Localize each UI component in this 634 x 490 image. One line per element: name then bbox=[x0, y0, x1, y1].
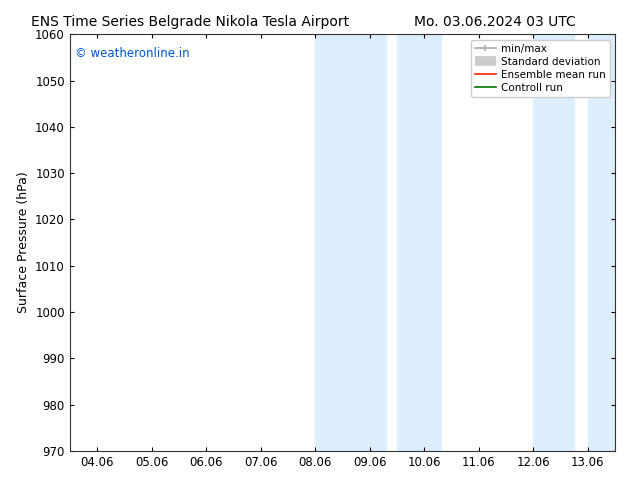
Bar bbox=[533, 34, 574, 451]
Text: © weatheronline.in: © weatheronline.in bbox=[75, 47, 190, 60]
Y-axis label: Surface Pressure (hPa): Surface Pressure (hPa) bbox=[16, 172, 30, 314]
Text: Mo. 03.06.2024 03 UTC: Mo. 03.06.2024 03 UTC bbox=[413, 15, 576, 29]
Text: ENS Time Series Belgrade Nikola Tesla Airport: ENS Time Series Belgrade Nikola Tesla Ai… bbox=[31, 15, 349, 29]
Bar bbox=[315, 34, 386, 451]
Bar bbox=[588, 34, 615, 451]
Legend: min/max, Standard deviation, Ensemble mean run, Controll run: min/max, Standard deviation, Ensemble me… bbox=[470, 40, 610, 97]
Bar bbox=[397, 34, 441, 451]
